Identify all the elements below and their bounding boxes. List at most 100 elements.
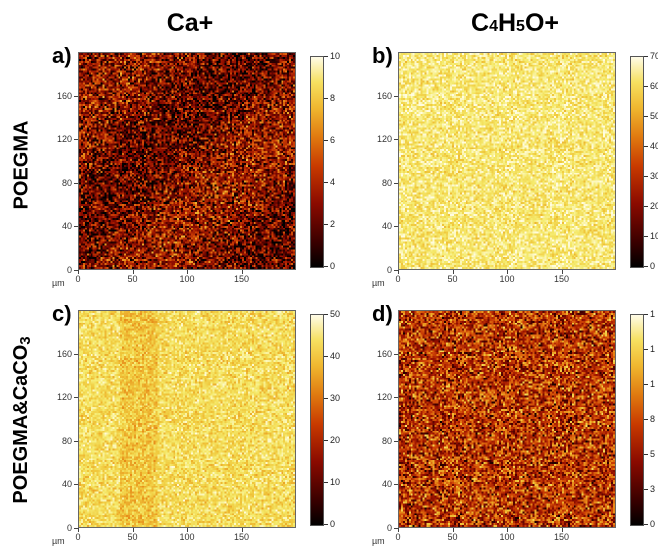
colorbar-tickmark-d-6 <box>644 524 648 525</box>
y-tick-a-2: 80 <box>61 177 72 188</box>
x-tick-b-2: 100 <box>499 274 515 284</box>
colorbar-tickmark-b-1 <box>644 86 648 87</box>
colorbar-tick-d-0: 1 <box>650 309 656 319</box>
colorbar-tick-b-2: 50 <box>650 111 658 121</box>
colorbar-tick-b-5: 20 <box>650 201 658 211</box>
colorbar-tickmark-c-0 <box>324 314 328 315</box>
y-tickmark-b-1 <box>394 139 398 141</box>
column-title-ca: Ca+ <box>166 9 214 37</box>
colorbar-tickmark-d-3 <box>644 419 648 420</box>
axis-unit-a: µm <box>52 278 65 288</box>
colorbar-tickmark-a-3 <box>324 182 328 183</box>
y-tick-a-1: 120 <box>56 134 72 145</box>
colorbar-tick-b-3: 40 <box>650 141 658 151</box>
x-tickmark-b-0 <box>398 270 399 274</box>
x-tickmark-a-3 <box>241 270 243 274</box>
y-tick-b-1: 120 <box>376 134 392 145</box>
x-tick-b-1: 50 <box>447 274 458 284</box>
colorbar-tick-d-1: 1 <box>650 344 656 354</box>
colorbar-tick-c-5: 0 <box>330 519 336 529</box>
colorbar-tickmark-a-4 <box>324 224 328 225</box>
colorbar-tickmark-d-0 <box>644 314 648 315</box>
y-tickmark-b-2 <box>394 182 398 184</box>
y-tick-a-0: 160 <box>56 90 72 101</box>
y-tickmark-d-2 <box>394 440 398 442</box>
colorbar-tick-d-3: 8 <box>650 414 656 424</box>
colorbar-tickmark-b-3 <box>644 146 648 147</box>
x-tickmark-a-2 <box>187 270 188 274</box>
colorbar-tickmark-a-1 <box>324 98 328 99</box>
colorbar-tick-d-5: 3 <box>650 484 656 494</box>
colorbar-tickmark-b-0 <box>644 56 648 57</box>
y-tick-b-3: 40 <box>381 221 392 232</box>
x-tick-c-1: 50 <box>127 532 138 542</box>
intensity-map-canvas-b <box>399 53 615 269</box>
y-tickmark-d-0 <box>394 353 398 355</box>
colorbar-tick-a-1: 8 <box>330 93 336 103</box>
formula-5: 5 <box>516 18 525 35</box>
colorbar-tickmark-c-3 <box>324 440 328 441</box>
intensity-map-d <box>398 310 616 528</box>
colorbar-tickmark-a-0 <box>324 56 328 57</box>
axis-unit-b: µm <box>372 278 385 288</box>
x-tickmark-c-1 <box>132 528 134 532</box>
intensity-map-canvas-d <box>399 311 615 527</box>
colorbar-tick-b-0: 70 <box>650 51 658 61</box>
formula-o-plus: O+ <box>524 9 559 37</box>
colorbar-tickmark-b-2 <box>644 116 648 117</box>
formula-c: C <box>471 9 490 37</box>
x-tick-a-0: 0 <box>75 274 81 284</box>
colorbar-tick-b-6: 10 <box>650 231 658 241</box>
x-tick-c-2: 100 <box>179 532 195 542</box>
y-tick-a-3: 40 <box>61 221 72 232</box>
x-tickmark-a-0 <box>78 270 79 274</box>
colorbar-tick-d-6: 0 <box>650 519 656 529</box>
colorbar-tickmark-b-5 <box>644 206 648 207</box>
x-tickmark-c-2 <box>187 528 188 532</box>
x-tickmark-d-3 <box>561 528 563 532</box>
intensity-map-c <box>78 310 296 528</box>
colorbar-tick-b-1: 60 <box>650 81 658 91</box>
x-tickmark-c-3 <box>241 528 243 532</box>
y-tickmark-c-0 <box>74 353 78 355</box>
x-tick-a-3: 150 <box>233 274 250 284</box>
colorbar-tickmark-d-4 <box>644 454 648 455</box>
y-tick-a-4: 0 <box>66 265 72 275</box>
y-tick-b-2: 80 <box>381 177 392 188</box>
colorbar-tick-b-7: 0 <box>650 261 656 271</box>
colorbar-tick-d-4: 5 <box>650 449 656 459</box>
y-tickmark-d-1 <box>394 397 398 399</box>
y-tick-b-4: 0 <box>386 265 392 275</box>
y-tickmark-c-3 <box>74 484 78 486</box>
panel-label-a: a) <box>52 43 72 68</box>
row-label-poegma-caco3: POEGMA&CaCO3 <box>10 336 34 503</box>
x-tick-b-0: 0 <box>395 274 401 284</box>
colorbar-tick-c-1: 40 <box>330 351 341 361</box>
x-tickmark-b-2 <box>507 270 508 274</box>
colorbar-b <box>630 56 644 268</box>
x-tick-c-3: 150 <box>233 532 250 542</box>
y-tick-c-2: 80 <box>61 435 72 446</box>
y-tickmark-a-4 <box>74 270 78 271</box>
y-tickmark-a-1 <box>74 139 78 141</box>
colorbar-tickmark-c-5 <box>324 524 328 525</box>
intensity-map-canvas-a <box>79 53 295 269</box>
y-tick-c-0: 160 <box>56 348 72 359</box>
column-title-c4h5o: C4H5O+ <box>435 8 595 42</box>
colorbar-tick-a-0: 10 <box>330 51 341 61</box>
x-tick-a-1: 50 <box>127 274 138 284</box>
intensity-map-a <box>78 52 296 270</box>
y-tickmark-b-4 <box>394 270 398 271</box>
formula-h: H <box>497 9 517 37</box>
y-tick-d-0: 160 <box>376 348 392 359</box>
colorbar-tick-c-3: 20 <box>330 435 341 445</box>
colorbar-tick-a-5: 0 <box>330 261 336 271</box>
colorbar-tickmark-a-2 <box>324 140 328 141</box>
colorbar-tick-c-2: 30 <box>330 393 341 403</box>
x-tickmark-d-2 <box>507 528 508 532</box>
colorbar-tickmark-d-1 <box>644 349 648 350</box>
x-tickmark-d-1 <box>452 528 454 532</box>
colorbar-tickmark-c-2 <box>324 398 328 399</box>
colorbar-tickmark-b-7 <box>644 266 648 267</box>
intensity-map-canvas-c <box>79 311 295 527</box>
